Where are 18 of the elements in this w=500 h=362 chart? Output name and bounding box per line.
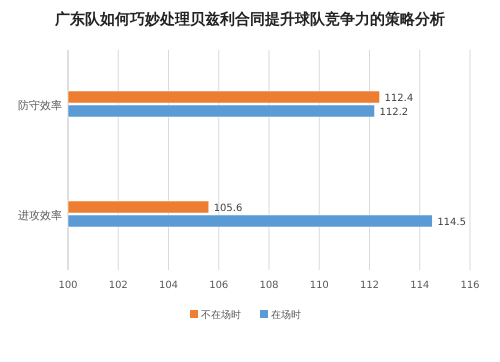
- x-tick-label: 106: [209, 280, 228, 291]
- chart-title: 广东队如何巧妙处理贝兹利合同提升球队竞争力的策略分析: [54, 10, 445, 28]
- data-label: 105.6: [214, 203, 242, 214]
- x-tick-label: 116: [460, 280, 480, 291]
- y-tick-label: 进攻效率: [18, 209, 62, 222]
- x-tick-label: 112: [360, 280, 380, 291]
- legend-label: 在场时: [271, 309, 301, 321]
- data-label: 112.2: [380, 107, 408, 118]
- data-label: 112.4: [384, 93, 414, 104]
- x-tick-label: 114: [410, 280, 430, 291]
- data-label: 114.5: [437, 217, 466, 228]
- x-tick-label: 104: [158, 280, 178, 291]
- x-tick-label: 102: [108, 280, 128, 291]
- x-tick-label: 100: [58, 280, 78, 291]
- x-tick-label: 110: [310, 280, 329, 291]
- y-tick-label: 防守效率: [18, 99, 62, 112]
- x-tick-label: 108: [259, 280, 279, 291]
- legend-label: 不在场时: [201, 309, 241, 321]
